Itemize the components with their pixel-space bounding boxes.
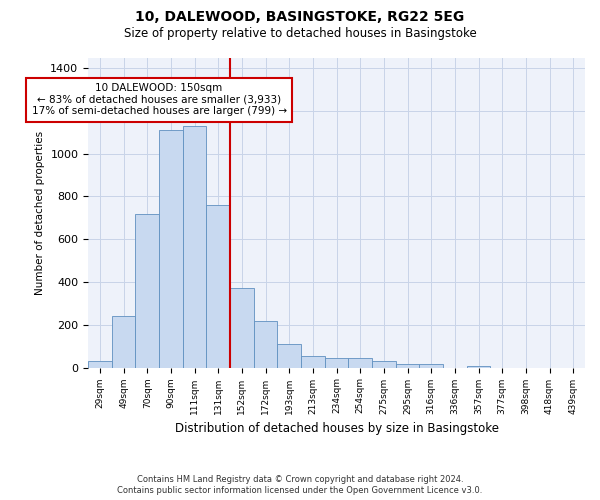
Bar — [230, 288, 254, 368]
Text: Size of property relative to detached houses in Basingstoke: Size of property relative to detached ho… — [124, 28, 476, 40]
Text: 10 DALEWOOD: 150sqm
← 83% of detached houses are smaller (3,933)
17% of semi-det: 10 DALEWOOD: 150sqm ← 83% of detached ho… — [32, 83, 287, 116]
Bar — [396, 364, 419, 368]
Bar — [206, 205, 230, 368]
Bar — [349, 358, 372, 368]
Bar — [419, 364, 443, 368]
Bar — [277, 344, 301, 368]
X-axis label: Distribution of detached houses by size in Basingstoke: Distribution of detached houses by size … — [175, 422, 499, 435]
Bar — [301, 356, 325, 368]
Bar — [254, 320, 277, 368]
Bar — [467, 366, 490, 368]
Bar — [112, 316, 136, 368]
Bar — [325, 358, 349, 368]
Bar — [88, 361, 112, 368]
Y-axis label: Number of detached properties: Number of detached properties — [35, 130, 45, 294]
Text: 10, DALEWOOD, BASINGSTOKE, RG22 5EG: 10, DALEWOOD, BASINGSTOKE, RG22 5EG — [136, 10, 464, 24]
Text: Contains HM Land Registry data © Crown copyright and database right 2024.: Contains HM Land Registry data © Crown c… — [137, 475, 463, 484]
Bar — [183, 126, 206, 368]
Bar — [159, 130, 183, 368]
Bar — [372, 361, 396, 368]
Bar — [136, 214, 159, 368]
Text: Contains public sector information licensed under the Open Government Licence v3: Contains public sector information licen… — [118, 486, 482, 495]
